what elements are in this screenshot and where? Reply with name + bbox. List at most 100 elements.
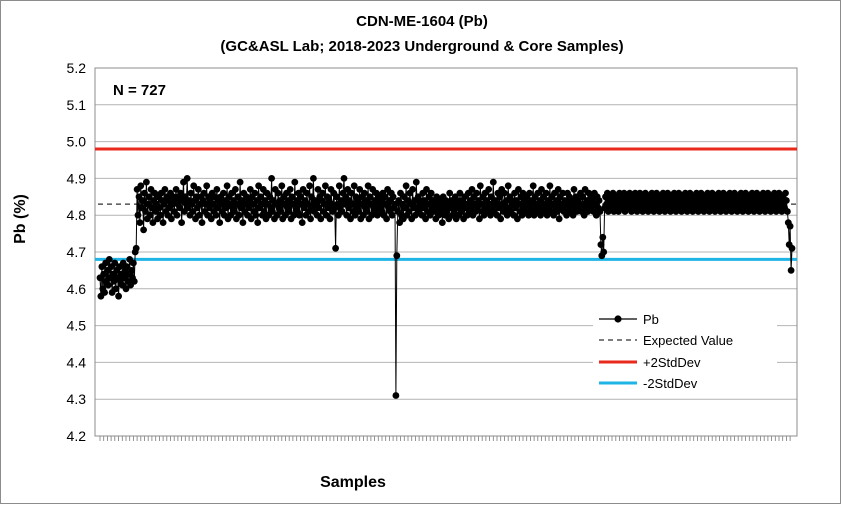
pb-point [236, 178, 244, 186]
pb-point [278, 182, 286, 190]
pb-point [172, 186, 180, 193]
pb-point [200, 189, 208, 197]
pb-point [198, 219, 206, 227]
pb-point [405, 208, 413, 215]
pb-point [168, 215, 175, 223]
pb-point [255, 182, 262, 190]
pb-point [335, 182, 343, 190]
pb-point [132, 244, 140, 252]
pb-point [595, 197, 603, 204]
legend: Pb Expected Value +2StdDev -2StdDev [593, 308, 777, 396]
pb-point [220, 189, 227, 197]
pb-point [788, 244, 796, 252]
pb-point [115, 292, 122, 300]
pb-point [348, 200, 356, 208]
pb-point [178, 219, 186, 227]
pb-point [101, 289, 108, 296]
pb-point [600, 248, 608, 256]
pb-point [476, 215, 483, 223]
pb-point [105, 256, 113, 263]
pb-point [160, 200, 168, 208]
pb-point [310, 175, 317, 182]
x-axis-label: Samples [320, 474, 386, 491]
y-tick-label: 4.4 [67, 354, 87, 370]
pb-point [140, 226, 148, 234]
pb-point [332, 244, 339, 252]
pb-point [782, 189, 789, 197]
pb-point [446, 189, 454, 197]
pb-point [596, 208, 604, 215]
pb-point [473, 189, 480, 197]
pb-point [142, 208, 149, 215]
pb-point [504, 182, 512, 190]
pb-point [111, 259, 119, 267]
pb-point [787, 267, 795, 274]
y-tick-label: 4.2 [67, 428, 87, 444]
pb-point [485, 186, 493, 193]
pb-point [156, 204, 163, 212]
pb-point [134, 211, 142, 219]
pb-point [183, 175, 191, 182]
legend-pb-label: Pb [643, 312, 659, 327]
pb-point [122, 285, 130, 293]
pb-point [364, 182, 372, 190]
pb-point [555, 215, 563, 223]
pb-point [374, 211, 381, 219]
pb-point [423, 186, 430, 193]
pb-point [348, 189, 355, 197]
pb-point [438, 219, 446, 227]
pb-point [361, 189, 368, 197]
pb-point [409, 186, 416, 193]
pb-point [389, 193, 397, 201]
pb-point [288, 193, 296, 201]
pb-point [252, 211, 260, 219]
pb-point [388, 211, 396, 219]
pb-point [530, 211, 538, 219]
pb-point [515, 186, 522, 193]
pb-point [538, 186, 545, 193]
pb-point [223, 182, 231, 190]
pb-point [326, 215, 334, 223]
pb-point [112, 285, 120, 293]
pb-point [347, 215, 354, 223]
pb-point [496, 193, 504, 201]
pb-point [319, 189, 326, 197]
pb-point [161, 186, 169, 193]
pb-point [497, 215, 505, 223]
legend-plus2sd-label: +2StdDev [643, 355, 701, 370]
pb-point [526, 189, 533, 197]
pb-point [216, 219, 224, 227]
pb-point [257, 193, 264, 201]
pb-point [393, 252, 401, 260]
legend-minus2sd-label: -2StdDev [643, 376, 698, 391]
pb-point [553, 208, 561, 215]
pb-point [427, 189, 435, 197]
y-tick-label: 5.0 [67, 134, 87, 150]
pb-point [402, 182, 410, 190]
pb-point [297, 193, 304, 201]
pb-point [286, 186, 294, 193]
pb-point [239, 219, 247, 227]
pb-point [128, 267, 135, 274]
pb-point [303, 189, 311, 197]
pb-point [554, 186, 562, 193]
pb-point [173, 211, 181, 219]
pb-point [190, 182, 198, 190]
pb-point [176, 204, 184, 212]
pb-point [104, 281, 112, 289]
pb-point [476, 182, 484, 190]
y-tick-label: 4.3 [67, 391, 87, 407]
pb-point [537, 211, 544, 219]
pb-point [597, 241, 605, 249]
pb-point [456, 189, 464, 197]
pb-point [304, 200, 312, 208]
pb-point [529, 182, 537, 190]
pb-point [579, 193, 586, 201]
x-tick-marks [99, 436, 791, 441]
pb-point [260, 208, 268, 215]
legend-expected-label: Expected Value [643, 333, 733, 348]
y-tick-label: 5.2 [67, 60, 87, 76]
pb-point [783, 197, 790, 204]
pb-point [296, 211, 303, 219]
pb-point [422, 215, 429, 223]
